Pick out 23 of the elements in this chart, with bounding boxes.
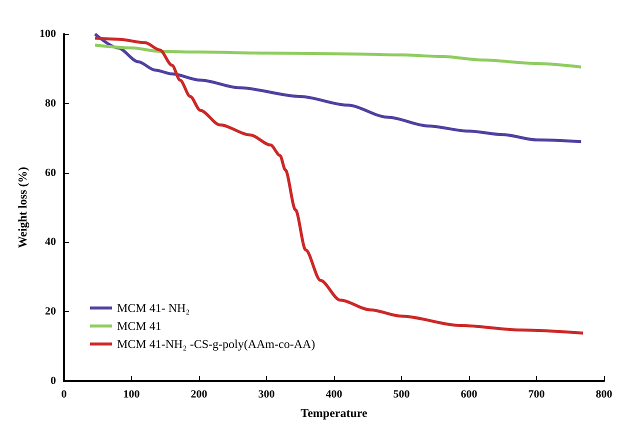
line-series [94,32,583,144]
x-tick-label: 200 [190,388,208,400]
x-axis-title: Temperature [300,406,368,420]
legend-label: MCM 41-NH₂ -CS-g-poly(AAm-co-AA) [117,337,316,351]
y-tick-label: 20 [45,306,56,318]
line-series [94,44,583,68]
y-tick-label: 60 [45,166,56,179]
y-tick-label: 40 [45,236,56,248]
y-tick-label: 100 [40,28,56,40]
legend-label: MCM 41 [117,319,162,333]
legend-label: MCM 41- NH₂ [117,301,190,315]
x-tick-label: 500 [393,388,410,400]
x-tick-label: 800 [596,388,613,400]
x-tick-label: 700 [528,388,546,400]
y-axis-title: Weight loss (%) [16,166,30,248]
x-tick-label: 400 [326,388,343,400]
x-tick-label: 300 [258,388,276,400]
y-tick-label: 0 [50,375,56,387]
x-tick-label: 0 [61,388,68,400]
y-tick-label: 80 [45,97,56,110]
line-series [94,36,585,335]
x-tick-label: 600 [460,388,478,400]
x-tick-label: 100 [123,388,140,400]
